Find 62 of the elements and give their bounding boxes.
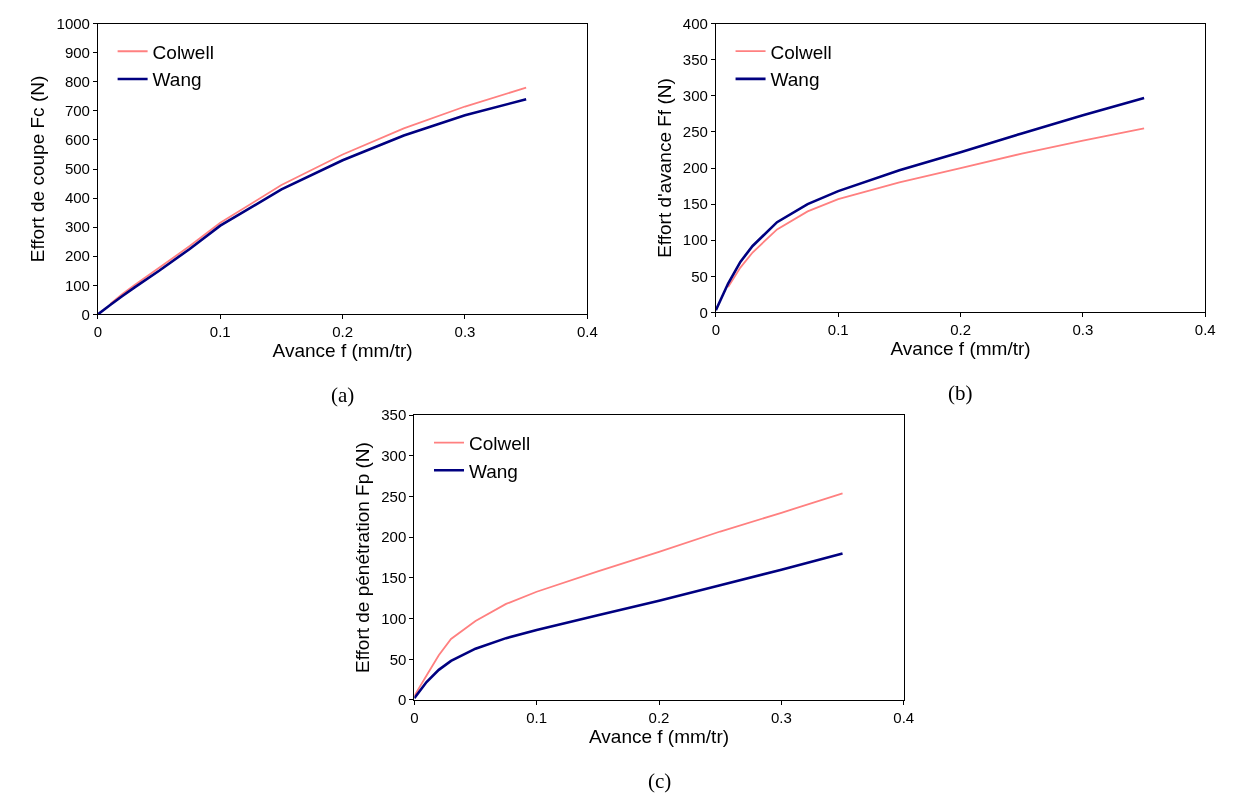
y-tick-label: 500 xyxy=(64,160,90,178)
x-tick-label: 0.2 xyxy=(332,323,354,341)
y-tick-label: 800 xyxy=(64,73,90,91)
y-tick-label: 300 xyxy=(64,218,90,236)
y-axis-title: Effort de coupe Fc (N) xyxy=(27,75,49,263)
text: (a) xyxy=(331,383,355,407)
legend-label: Colwell xyxy=(770,41,832,63)
y-axis-title: Effort de pénétration Fp (N) xyxy=(352,442,374,674)
y-tick-label: 350 xyxy=(381,406,407,424)
x-tick-label: 0.3 xyxy=(454,323,476,341)
y-tick-label: 200 xyxy=(682,159,708,177)
text: (c) xyxy=(648,769,672,793)
line-series xyxy=(414,492,844,697)
y-tick-label: 200 xyxy=(381,528,407,546)
y-tick-label: 150 xyxy=(381,569,407,587)
y-tick-label: 100 xyxy=(682,231,708,249)
y-tick-label: 50 xyxy=(691,267,708,285)
x-tick-label: 0.1 xyxy=(526,708,548,726)
x-axis-title: Avance f (mm/tr) xyxy=(272,340,413,362)
x-tick-label: 0 xyxy=(93,323,103,341)
y-tick-label: 250 xyxy=(682,123,708,141)
y-tick-label: 200 xyxy=(64,247,90,265)
y-tick-label: 100 xyxy=(381,609,407,627)
x-tick-label: 0.2 xyxy=(950,321,972,339)
x-axis-title: Avance f (mm/tr) xyxy=(890,338,1031,360)
y-tick-label: 350 xyxy=(682,51,708,69)
y-axis-title: Effort d'avance Ff (N) xyxy=(653,78,675,258)
legend-label: Wang xyxy=(770,69,820,91)
text: (b) xyxy=(948,381,973,405)
y-tick-label: 600 xyxy=(64,131,90,149)
y-tick-label: 0 xyxy=(397,691,407,709)
line-series xyxy=(715,96,1146,312)
y-tick-label: 700 xyxy=(64,102,90,120)
legend-label: Colwell xyxy=(469,432,531,454)
line-series xyxy=(414,552,844,700)
x-tick-label: 0 xyxy=(711,321,721,339)
y-tick-label: 0 xyxy=(81,305,90,323)
y-tick-label: 50 xyxy=(389,650,407,668)
x-tick-label: 0.3 xyxy=(1072,321,1094,339)
x-tick-label: 0.4 xyxy=(893,708,915,726)
y-tick-label: 300 xyxy=(381,447,407,465)
x-tick-label: 0.1 xyxy=(209,323,231,341)
y-tick-label: 400 xyxy=(682,14,708,32)
y-tick-label: 400 xyxy=(64,189,90,207)
line-series xyxy=(727,127,1145,289)
y-tick-label: 250 xyxy=(381,487,407,505)
legend-label: Wang xyxy=(152,69,202,91)
legend-label: Wang xyxy=(469,460,518,482)
y-tick-label: 900 xyxy=(64,44,90,61)
x-tick-label: 0.4 xyxy=(576,323,598,341)
x-tick-label: 0.4 xyxy=(1194,321,1216,339)
x-axis-title: Avance f (mm/tr) xyxy=(588,725,730,747)
x-tick-label: 0.2 xyxy=(648,708,670,726)
y-tick-label: 150 xyxy=(682,195,708,213)
legend-label: Colwell xyxy=(152,41,214,63)
x-tick-label: 0.3 xyxy=(770,708,792,726)
y-tick-label: 1000 xyxy=(56,14,90,32)
y-tick-label: 0 xyxy=(699,303,708,321)
y-tick-label: 300 xyxy=(682,87,708,105)
x-tick-label: 0 xyxy=(410,708,419,726)
x-tick-label: 0.1 xyxy=(827,321,849,339)
y-tick-label: 100 xyxy=(64,276,90,294)
